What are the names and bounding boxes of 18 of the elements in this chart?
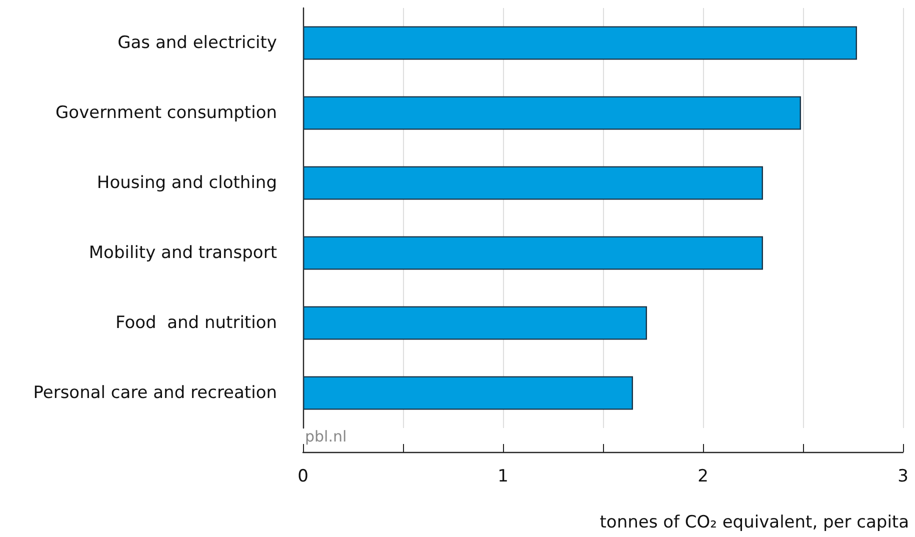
x-tick-label: 0 bbox=[298, 466, 308, 486]
bar bbox=[303, 306, 647, 340]
y-tick-label: Food and nutrition bbox=[116, 313, 277, 333]
bar bbox=[303, 96, 801, 130]
x-tick-label: 2 bbox=[698, 466, 708, 486]
bar bbox=[303, 166, 763, 200]
y-tick-label: Gas and electricity bbox=[118, 33, 277, 53]
y-tick-label: Housing and clothing bbox=[96, 173, 277, 193]
bar bbox=[303, 26, 857, 60]
x-axis-title: tonnes of CO₂ equivalent, per capita bbox=[600, 512, 910, 532]
bar bbox=[303, 376, 633, 410]
y-tick-label: Mobility and transport bbox=[88, 243, 278, 263]
x-tick-label: 3 bbox=[898, 466, 908, 486]
x-tick-label: 1 bbox=[498, 466, 508, 486]
y-tick-label: Government consumption bbox=[56, 103, 277, 123]
annotation: pbl.nl bbox=[305, 428, 347, 446]
bar bbox=[303, 236, 763, 270]
y-tick-label: Personal care and recreation bbox=[33, 383, 277, 403]
